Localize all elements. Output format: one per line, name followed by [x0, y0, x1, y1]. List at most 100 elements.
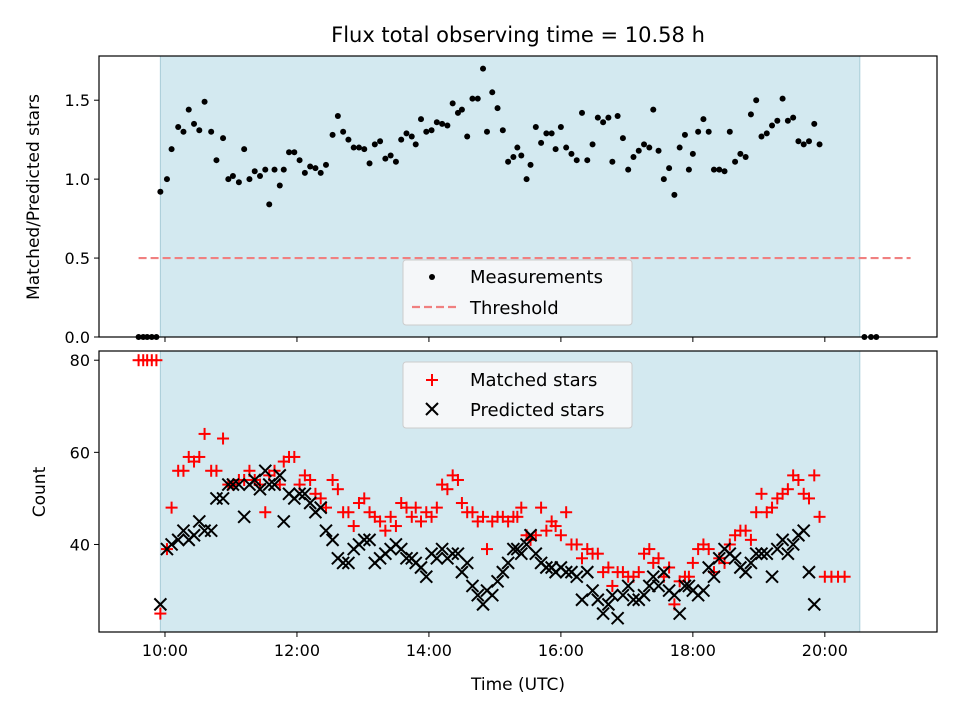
predicted-point — [760, 546, 774, 561]
data-point — [532, 124, 539, 131]
predicted-point — [419, 570, 433, 584]
data-point — [753, 97, 760, 104]
bottom-x-tick-label: 10:00 — [142, 641, 188, 660]
matched-point — [602, 561, 615, 574]
data-point — [625, 166, 632, 173]
data-point — [371, 141, 378, 148]
matched-point — [686, 556, 699, 569]
predicted-point — [204, 523, 218, 538]
matched-point — [755, 487, 768, 500]
predicted-point — [728, 551, 742, 566]
matched-point — [477, 510, 490, 523]
data-point — [732, 158, 739, 165]
data-point — [403, 130, 410, 137]
bottom-y-tick-label: 80 — [70, 351, 90, 370]
data-point — [382, 155, 389, 162]
top-series-0 — [135, 65, 880, 340]
data-point — [737, 150, 744, 157]
data-point — [301, 169, 308, 176]
data-point — [251, 168, 258, 175]
predicted-point — [605, 588, 620, 602]
predicted-point — [501, 556, 515, 570]
predicted-point — [712, 551, 726, 566]
data-point — [655, 147, 662, 154]
data-point — [317, 169, 324, 176]
matched-point — [781, 483, 794, 496]
matched-point — [466, 506, 479, 519]
matched-point — [455, 497, 468, 510]
matched-point — [259, 506, 272, 519]
matched-point — [409, 501, 422, 514]
predicted-point — [430, 551, 444, 566]
data-point — [514, 144, 521, 151]
data-point — [758, 133, 765, 140]
predicted-point — [672, 606, 687, 621]
legend-label-predicted: Predicted stars — [470, 400, 604, 421]
data-point — [635, 147, 642, 154]
data-point — [671, 191, 678, 198]
data-point — [742, 154, 749, 161]
predicted-point — [802, 565, 816, 579]
matched-point — [591, 547, 604, 560]
data-point — [666, 165, 673, 172]
data-point — [387, 152, 394, 159]
matched-point — [480, 543, 493, 556]
data-point — [660, 176, 667, 183]
bottom-x-tick-label: 20:00 — [802, 641, 848, 660]
data-point — [185, 106, 192, 113]
data-point — [280, 166, 287, 173]
predicted-point — [514, 546, 529, 561]
data-point — [700, 116, 707, 123]
matched-point — [515, 501, 528, 514]
predicted-point — [164, 537, 179, 552]
data-point — [412, 141, 419, 148]
matched-point — [808, 469, 821, 482]
data-point — [329, 131, 336, 138]
data-point — [235, 179, 242, 186]
data-point — [377, 138, 384, 145]
data-point — [685, 166, 692, 173]
matched-point — [766, 501, 779, 514]
predicted-point — [596, 606, 610, 621]
top-y-tick-label: 0.0 — [65, 328, 90, 347]
matched-point — [314, 492, 327, 505]
bottom-legend: Matched stars Predicted stars — [402, 361, 633, 429]
data-point — [568, 150, 575, 157]
predicted-point — [707, 570, 721, 584]
matched-point — [374, 515, 387, 528]
data-point — [695, 128, 702, 135]
matched-point — [342, 506, 355, 519]
matched-point — [744, 533, 757, 546]
predicted-point — [357, 533, 371, 547]
predicted-point — [485, 588, 499, 602]
matched-point — [425, 510, 438, 523]
predicted-point — [678, 579, 692, 593]
predicted-point — [303, 496, 317, 510]
matched-point — [198, 427, 211, 440]
bottom-axes-frame — [98, 350, 938, 633]
predicted-point — [754, 546, 769, 561]
matched-point — [358, 492, 371, 505]
matched-point — [165, 501, 178, 514]
data-point — [168, 146, 175, 153]
chart-title: Flux total observing time = 10.58 h — [331, 23, 705, 47]
data-point — [779, 95, 786, 102]
data-point — [469, 95, 476, 102]
bottom-panel: 40 60 80 10:00 12:00 14:00 16:00 18:00 20:00 Cou… — [30, 350, 938, 695]
data-point — [584, 157, 591, 164]
data-point — [257, 172, 264, 179]
predicted-point — [585, 583, 600, 598]
matched-point — [606, 579, 619, 592]
matched-point — [643, 543, 656, 556]
data-point — [811, 120, 818, 127]
bottom-x-tick-label: 14:00 — [406, 641, 452, 660]
matched-point — [441, 483, 454, 496]
predicted-point — [267, 477, 282, 492]
legend-label-measurements: Measurements — [470, 267, 603, 288]
predicted-point — [192, 514, 207, 529]
matched-point — [632, 566, 645, 579]
data-point — [499, 127, 506, 134]
predicted-point — [797, 523, 811, 538]
data-point — [220, 135, 227, 142]
